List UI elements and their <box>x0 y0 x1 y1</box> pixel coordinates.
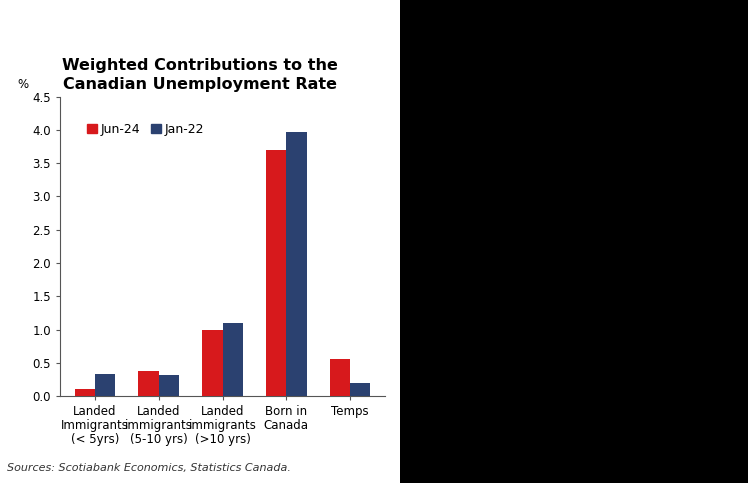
Text: Sources: Scotiabank Economics, Statistics Canada.: Sources: Scotiabank Economics, Statistic… <box>7 463 292 473</box>
Bar <box>138 371 159 396</box>
Legend: Jun-24, Jan-22: Jun-24, Jan-22 <box>82 118 209 141</box>
Bar <box>350 383 370 396</box>
Bar <box>266 150 286 396</box>
Bar <box>202 329 222 396</box>
Text: Weighted Contributions to the
Canadian Unemployment Rate: Weighted Contributions to the Canadian U… <box>62 58 338 92</box>
Bar <box>222 323 243 396</box>
Text: %: % <box>17 78 28 91</box>
Bar <box>286 132 307 396</box>
Bar <box>159 375 180 396</box>
Bar <box>95 374 115 396</box>
Bar <box>75 389 95 396</box>
Bar <box>330 359 350 396</box>
